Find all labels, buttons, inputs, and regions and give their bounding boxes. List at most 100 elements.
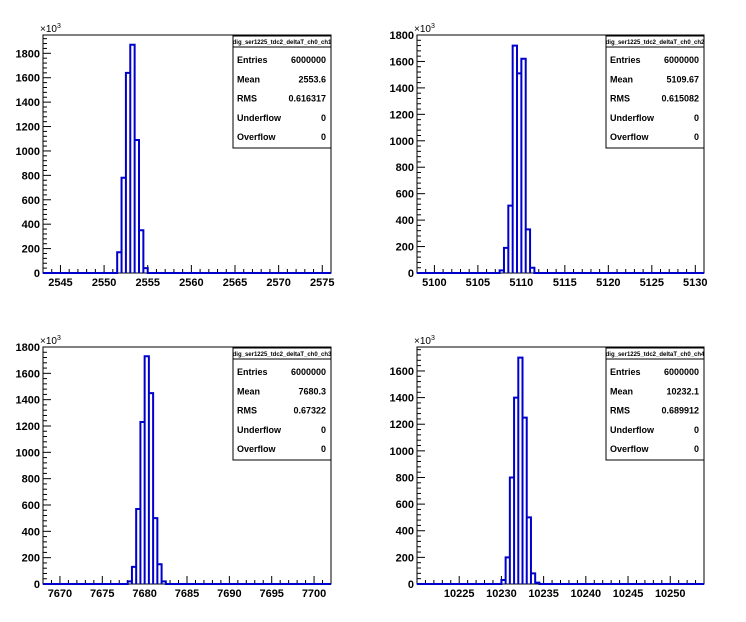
stat-label-rms: RMS: [610, 406, 630, 416]
y-tick-label: 1200: [16, 122, 40, 134]
x-tick-label: 10235: [528, 588, 559, 600]
y-tick-label: 400: [396, 526, 414, 538]
stat-label-overflow: Overflow: [610, 444, 650, 454]
y-exponent-power: 3: [431, 23, 435, 30]
y-exponent-label: ×103: [414, 23, 435, 35]
stat-label-underflow: Underflow: [237, 113, 282, 123]
stats-box: dig_ser1225_tdc2_deltaT_ch0_ch4 Entries 60…: [605, 347, 705, 461]
y-exponent-label: ×103: [414, 335, 435, 347]
stat-value-underflow: 0: [321, 425, 326, 435]
stat-label-entries: Entries: [237, 367, 268, 377]
x-tick-label: 7675: [90, 588, 114, 600]
y-tick-label: 600: [22, 195, 40, 207]
x-tick-label: 2565: [223, 277, 247, 289]
stat-label-entries: Entries: [237, 55, 268, 65]
stat-value-entries: 6000000: [291, 55, 326, 65]
x-tick-label: 10240: [571, 588, 602, 600]
histogram-line: [43, 43, 331, 274]
y-exponent-label: ×103: [40, 335, 61, 347]
y-tick-label: 200: [396, 552, 414, 564]
stat-label-underflow: Underflow: [610, 113, 655, 123]
stat-label-overflow: Overflow: [237, 444, 277, 454]
x-tick-label: 7695: [259, 588, 283, 600]
y-tick-label: 800: [22, 474, 40, 486]
y-tick-label: 1400: [390, 83, 414, 95]
y-exponent-label: ×103: [40, 23, 61, 35]
x-tick-label: 5110: [509, 277, 533, 289]
y-tick-label: 1600: [16, 368, 40, 380]
stat-value-rms: 0.67322: [293, 406, 326, 416]
x-tick-label: 5100: [422, 277, 446, 289]
stat-value-underflow: 0: [321, 113, 326, 123]
x-tick-label: 2550: [92, 277, 116, 289]
stat-label-mean: Mean: [237, 74, 260, 84]
stats-box-frame: [232, 347, 332, 461]
x-tick-label: 5120: [596, 277, 620, 289]
histogram-panel-1: 2545 2550 2555 2560 2565 2570 2575 0 200 400 600 80…: [16, 23, 335, 289]
histogram-panel-3: 7670 7675 7680 7685 7690 7695 7700 0 200 400 600 80…: [16, 335, 333, 600]
stat-value-mean: 7680.3: [298, 386, 326, 396]
stat-label-rms: RMS: [237, 406, 257, 416]
x-tick-label: 5115: [553, 277, 577, 289]
y-tick-label: 200: [22, 244, 40, 256]
y-exponent-base: ×10: [40, 336, 57, 347]
stat-value-rms: 0.616317: [288, 94, 326, 104]
y-tick-label: 1000: [390, 136, 414, 148]
x-tick-label: 7670: [48, 588, 72, 600]
stat-value-mean: 10232.1: [666, 386, 699, 396]
y-tick-label: 1000: [16, 447, 40, 459]
x-tick-label: 5130: [683, 277, 707, 289]
y-tick-label: 800: [22, 170, 40, 182]
y-tick-label: 0: [34, 268, 40, 280]
y-tick-label: 1800: [16, 342, 40, 354]
y-tick-label: 200: [396, 242, 414, 254]
y-tick-label: 0: [408, 268, 414, 280]
y-tick-label: 1400: [16, 97, 40, 109]
stat-value-underflow: 0: [694, 113, 699, 123]
x-tick-label: 2560: [179, 277, 203, 289]
y-tick-label: 400: [396, 215, 414, 227]
x-tick-label: 2555: [135, 277, 159, 289]
x-tick-label: 5125: [640, 277, 664, 289]
y-tick-label: 1600: [16, 73, 40, 85]
stat-value-rms: 0.615082: [661, 94, 699, 104]
x-tick-label: 7700: [302, 588, 326, 600]
stat-label-rms: RMS: [237, 94, 257, 104]
stat-value-overflow: 0: [694, 132, 699, 142]
y-tick-label: 1200: [390, 419, 414, 431]
y-tick-label: 1000: [390, 446, 414, 458]
histogram-line: [417, 44, 704, 274]
stats-title: dig_ser1225_tdc2_deltaT_ch0_ch1: [233, 40, 332, 46]
stat-label-overflow: Overflow: [610, 132, 650, 142]
y-tick-label: 1200: [16, 421, 40, 433]
stat-value-overflow: 0: [694, 444, 699, 454]
stat-value-underflow: 0: [694, 425, 699, 435]
stats-box: dig_ser1225_tdc2_deltaT_ch0_ch1 Entries 60…: [232, 35, 332, 149]
y-tick-label: 1800: [16, 48, 40, 60]
stat-label-overflow: Overflow: [237, 132, 277, 142]
stat-label-underflow: Underflow: [610, 425, 655, 435]
stat-value-mean: 5109.67: [666, 74, 699, 84]
histogram-line: [43, 355, 331, 585]
y-tick-label: 1400: [16, 395, 40, 407]
x-tick-label: 10250: [655, 588, 686, 600]
histogram-panel-4: 10225 10230 10235 10240 10245 10250 0 200 400 600…: [390, 335, 706, 600]
y-exponent-power: 3: [431, 335, 435, 342]
stat-label-rms: RMS: [610, 94, 630, 104]
stat-label-mean: Mean: [237, 386, 260, 396]
stats-title: dig_ser1225_tdc2_deltaT_ch0_ch3: [233, 352, 332, 358]
histogram-line: [417, 356, 704, 585]
stat-label-underflow: Underflow: [237, 425, 282, 435]
y-tick-label: 1800: [390, 30, 414, 42]
x-tick-label: 2575: [310, 277, 334, 289]
y-exponent-base: ×10: [414, 336, 431, 347]
stats-box-frame: [605, 347, 705, 461]
y-tick-label: 800: [396, 472, 414, 484]
y-tick-label: 600: [22, 500, 40, 512]
stat-value-mean: 2553.6: [298, 74, 326, 84]
x-tick-label: 7685: [175, 588, 199, 600]
stat-label-entries: Entries: [610, 55, 641, 65]
y-tick-label: 600: [396, 499, 414, 511]
stats-box: dig_ser1225_tdc2_deltaT_ch0_ch3 Entries 60…: [232, 347, 332, 461]
